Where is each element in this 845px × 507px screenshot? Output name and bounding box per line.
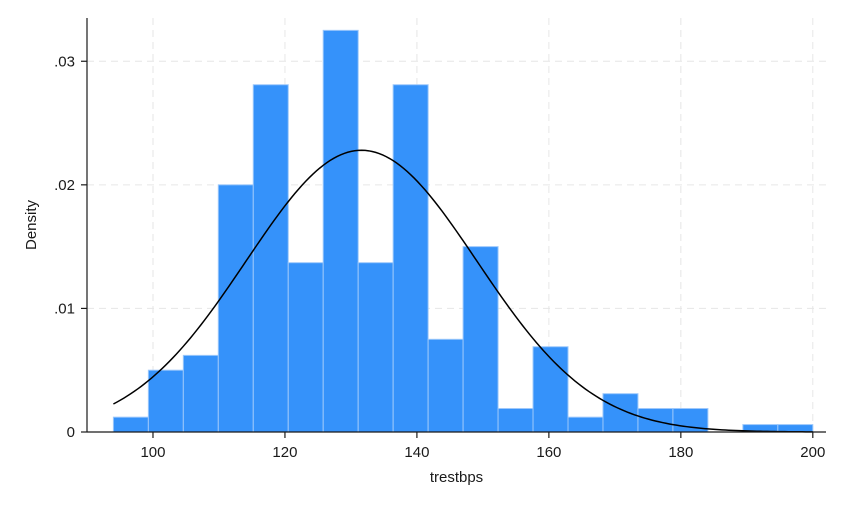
histogram-bar xyxy=(252,84,289,433)
histogram-bar xyxy=(147,369,184,433)
x-axis-title: trestbps xyxy=(430,469,483,486)
histogram-bar xyxy=(392,84,429,433)
x-tick-label: 180 xyxy=(668,444,693,461)
x-axis-ticks: 100 120 140 160 180 200 xyxy=(140,432,825,461)
y-axis-title: Density xyxy=(23,199,40,250)
x-tick-label: 140 xyxy=(404,444,429,461)
histogram-bar xyxy=(777,424,814,433)
histogram-bar xyxy=(567,416,604,433)
x-tick-label: 160 xyxy=(536,444,561,461)
normal-density-curve xyxy=(113,149,813,433)
histogram-bar xyxy=(427,338,464,433)
histogram-bars xyxy=(112,29,814,433)
histogram-bar xyxy=(287,262,324,433)
histogram-bar xyxy=(182,354,219,433)
histogram-bar xyxy=(357,262,394,433)
y-tick-label: 0 xyxy=(67,424,75,441)
y-axis-ticks: 0 .01 .02 .03 xyxy=(54,53,87,441)
histogram-bar xyxy=(602,393,639,433)
y-tick-label: .02 xyxy=(54,177,75,194)
y-tick-label: .01 xyxy=(54,300,75,317)
x-tick-label: 100 xyxy=(140,444,165,461)
histogram-bar xyxy=(322,29,359,433)
histogram-bar xyxy=(497,408,534,433)
x-tick-label: 120 xyxy=(272,444,297,461)
x-tick-label: 200 xyxy=(800,444,825,461)
histogram-bar xyxy=(462,246,499,433)
histogram-bar xyxy=(112,416,149,433)
histogram-bar xyxy=(532,346,569,433)
histogram-bar xyxy=(217,184,254,433)
y-tick-label: .03 xyxy=(54,53,75,70)
axes xyxy=(86,18,826,433)
